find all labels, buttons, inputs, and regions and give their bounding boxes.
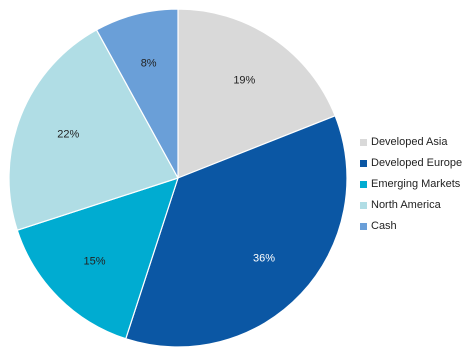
legend-swatch xyxy=(360,201,367,209)
pie-slice-north-america xyxy=(8,29,179,231)
data-label-cash: 8% xyxy=(141,58,157,70)
legend-label: Developed Asia xyxy=(371,136,448,148)
data-label-developed-europe: 36% xyxy=(253,253,275,265)
legend-item-developed-asia: Developed Asia xyxy=(360,133,462,151)
legend-swatch xyxy=(360,138,367,146)
pie-slice-cash xyxy=(95,8,179,179)
chart-legend: Developed Asia Developed Europe Emerging… xyxy=(360,133,462,238)
legend-item-developed-europe: Developed Europe xyxy=(360,154,462,172)
legend-label: Developed Europe xyxy=(371,157,463,169)
legend-swatch xyxy=(360,159,367,167)
legend-label: Emerging Markets xyxy=(371,178,461,190)
pie-data-labels: 19% 36% 15% 22% 8% xyxy=(57,58,275,268)
legend-item-cash: Cash xyxy=(360,217,462,235)
data-label-north-america: 22% xyxy=(57,128,79,140)
data-label-developed-asia: 19% xyxy=(233,74,255,86)
pie-slice-developed-asia xyxy=(177,8,336,179)
legend-swatch xyxy=(360,222,367,230)
legend-item-emerging-markets: Emerging Markets xyxy=(360,175,462,193)
data-label-emerging-markets: 15% xyxy=(84,255,106,267)
pie-slice-emerging-markets xyxy=(16,177,179,340)
legend-label: North America xyxy=(371,199,441,211)
pie-slices xyxy=(8,8,348,347)
legend-item-north-america: North America xyxy=(360,196,462,214)
legend-label: Cash xyxy=(371,220,397,232)
legend-swatch xyxy=(360,180,367,188)
